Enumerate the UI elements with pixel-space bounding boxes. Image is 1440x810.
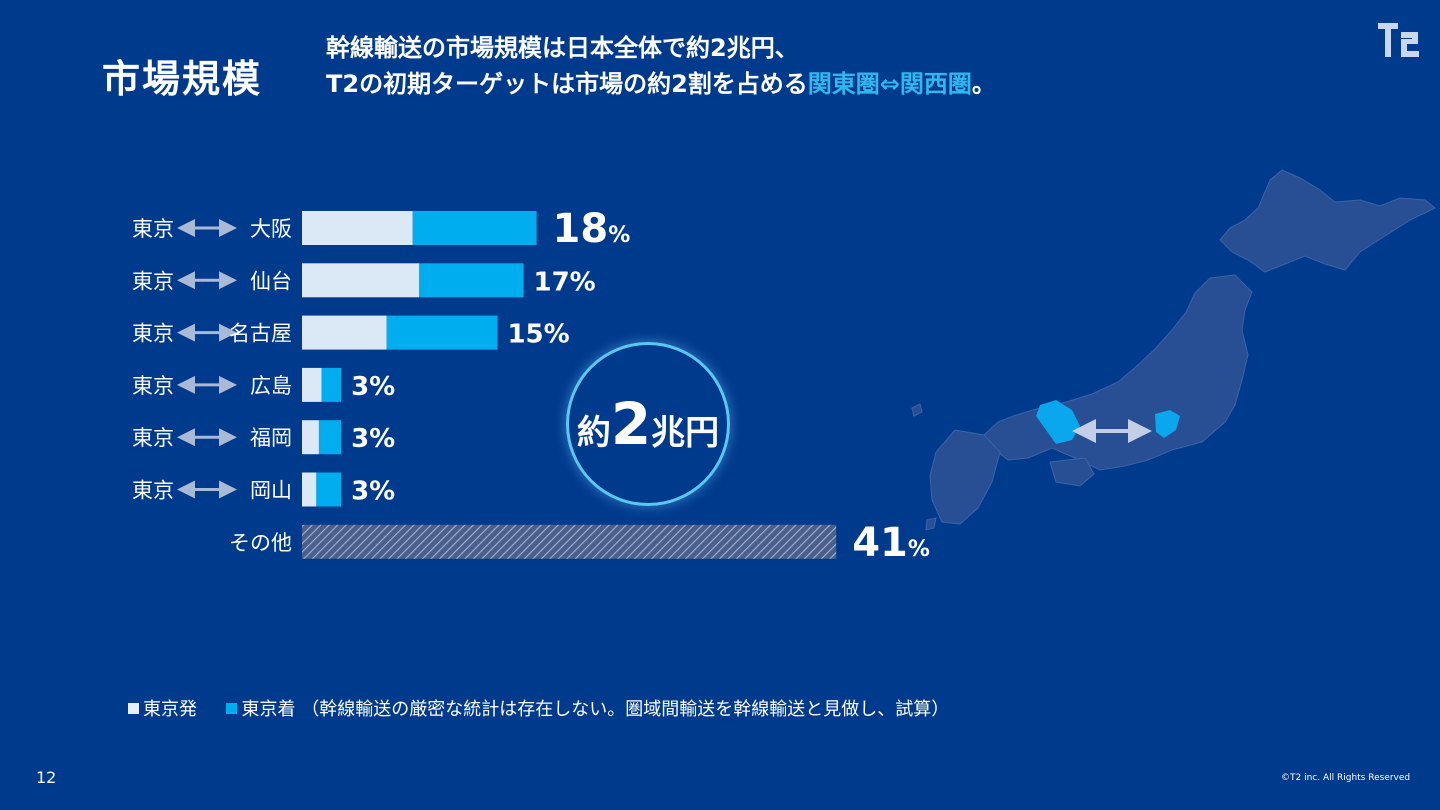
legend-swatch-arrival bbox=[226, 703, 238, 714]
bar-arrival bbox=[318, 420, 342, 455]
kansai-region bbox=[1036, 400, 1080, 444]
category-to-label: 名古屋 bbox=[229, 322, 292, 346]
badge-suffix: 兆円 bbox=[651, 413, 720, 453]
bar-arrival bbox=[419, 263, 524, 298]
kanto-region bbox=[1155, 410, 1180, 438]
t2-logo-icon bbox=[1378, 23, 1419, 57]
bar-departure bbox=[302, 472, 317, 507]
total-market-value: 約2兆円 bbox=[577, 390, 719, 458]
bar-departure bbox=[302, 315, 387, 350]
bar-arrival bbox=[386, 315, 498, 350]
headline-line-2-suffix: 。 bbox=[971, 70, 996, 98]
category-to-label: その他 bbox=[229, 531, 292, 555]
category-to-label: 福岡 bbox=[250, 426, 292, 450]
value-label: 17% bbox=[534, 267, 596, 297]
value-label: 15% bbox=[507, 320, 569, 350]
category-from-label: 東京 bbox=[132, 426, 174, 450]
category-from-label: 東京 bbox=[132, 217, 174, 241]
category-from-label: 東京 bbox=[132, 479, 174, 503]
bar-departure bbox=[302, 263, 420, 298]
value-label: 41% bbox=[852, 520, 930, 566]
category-to-label: 大阪 bbox=[250, 217, 292, 241]
value-label: 3% bbox=[351, 477, 395, 507]
bar-other bbox=[302, 524, 837, 559]
chart-legend: 東京発 東京着 （幹線輸送の厳密な統計は存在しない。圏域間輸送を幹線輸送と見做し… bbox=[128, 695, 949, 721]
page-title: 市場規模 bbox=[102, 57, 263, 101]
copyright: ©T2 inc. All Rights Reserved bbox=[1281, 773, 1411, 783]
headline-line-1: 幹線輸送の市場規模は日本全体で約2兆円、 bbox=[326, 34, 799, 62]
category-to-label: 仙台 bbox=[250, 269, 292, 293]
page-number: 12 bbox=[36, 768, 57, 787]
category-to-label: 広島 bbox=[250, 374, 292, 398]
market-share-chart: 東京 大阪 18%東京 仙台 17%東京 名古屋 15%東京 広島 3%東京 福岡 3%東京 岡山 3%… bbox=[132, 206, 930, 566]
bar-departure bbox=[302, 420, 319, 455]
headline-highlight: 関東圏⇔関西圏 bbox=[807, 70, 972, 98]
badge-number: 2 bbox=[610, 390, 652, 458]
bar-arrival bbox=[321, 367, 342, 402]
headline-line-2-prefix: T2の初期ターゲットは市場の約2割を占める bbox=[326, 70, 808, 98]
value-label: 3% bbox=[351, 372, 395, 402]
value-label: 3% bbox=[351, 424, 395, 454]
headline: 幹線輸送の市場規模は日本全体で約2兆円、 T2の初期ターゲットは市場の約2割を占… bbox=[326, 30, 996, 102]
bar-departure bbox=[302, 367, 322, 402]
legend-arrival: 東京着 bbox=[241, 699, 296, 720]
legend-swatch-departure bbox=[128, 703, 139, 714]
category-from-label: 東京 bbox=[132, 269, 174, 293]
category-from-label: 東京 bbox=[132, 374, 174, 398]
bar-departure bbox=[302, 211, 413, 245]
total-market-badge: 約2兆円 bbox=[566, 342, 730, 506]
legend-departure: 東京発 bbox=[143, 699, 197, 720]
headline-line-2: T2の初期ターゲットは市場の約2割を占める関東圏⇔関西圏。 bbox=[326, 66, 996, 102]
category-from-label: 東京 bbox=[132, 322, 174, 346]
legend-note: （幹線輸送の厳密な統計は存在しない。圏域間輸送を幹線輸送と見做し、試算） bbox=[301, 699, 950, 720]
japan-map-icon bbox=[911, 169, 1436, 531]
category-to-label: 岡山 bbox=[250, 479, 292, 503]
bar-arrival bbox=[316, 472, 342, 507]
badge-prefix: 約 bbox=[576, 413, 611, 453]
bar-arrival bbox=[412, 211, 537, 245]
value-label: 18% bbox=[553, 206, 631, 252]
